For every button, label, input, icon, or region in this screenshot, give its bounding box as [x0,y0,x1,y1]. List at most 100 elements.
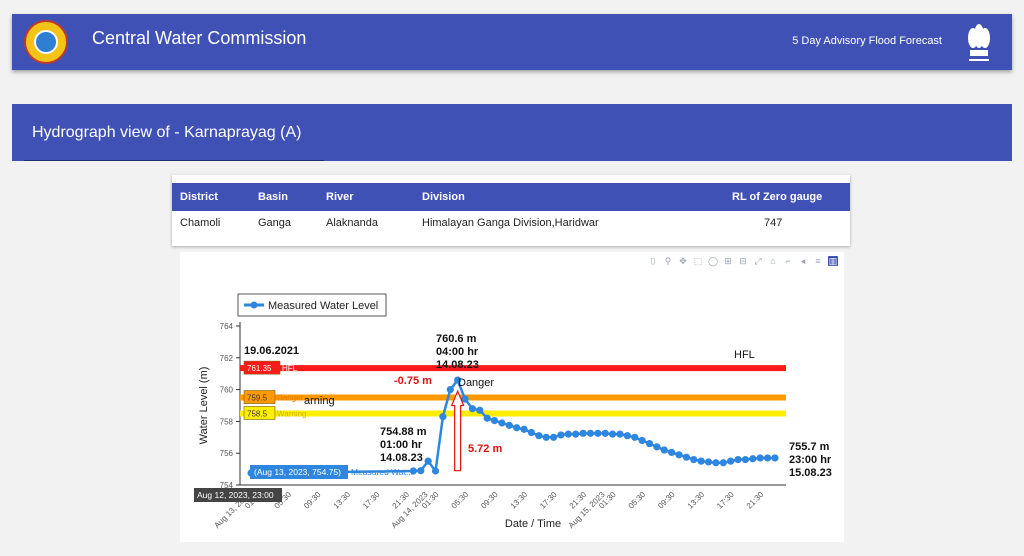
data-point [586,429,595,437]
data-point [675,451,683,459]
x-tick-label: 05:30 [450,490,471,511]
data-point [712,459,720,467]
hfl-value-box [243,360,281,375]
hover-trace-text: Measured Wat... [351,467,413,477]
data-point [483,414,491,422]
warning-value-box [243,406,276,420]
low-annotation-line: 01:00 hr [380,439,423,451]
last-annotation-line: 23:00 hr [789,454,832,466]
box-select-icon[interactable]: ⬚ [693,256,703,266]
x-tick-label: 09:30 [302,490,323,511]
low-annotation-line: 754.88 m [380,426,427,438]
data-point [756,454,764,462]
hfl-text: HFL [734,349,755,361]
series-line [251,377,775,475]
hover-point-box [250,465,348,479]
low-annotation-line: 14.08.23 [380,452,423,464]
legend-label: Measured Water Level [268,300,378,312]
lasso-icon[interactable]: ◯ [708,256,719,266]
top-navbar: Central Water Commission 5 Day Advisory … [12,14,1012,70]
cell-river: Alaknanda [326,217,378,229]
y-tick-label: 758 [220,417,234,426]
plot-toolbar: ⌷ ⚲ ✥ ⬚ ◯ ⊞ ⊟ ⤢ ⌂ ⌐ ◂ ≡ ▥ [648,256,838,270]
national-emblem-icon [968,24,990,61]
hover-x-box [194,488,282,502]
y-tick-label: 760 [220,386,234,395]
autoscale-icon[interactable]: ⤢ [754,256,762,266]
data-point [690,455,698,464]
data-point [549,433,558,441]
hover-point-text: (Aug 13, 2023, 754.75) [254,467,341,477]
y-axis-title: Water Level (m) [198,367,210,445]
hydrograph-chart[interactable]: 754 756 758 760 762 764 Water Level (m) Date / … [180,252,844,542]
zoom-icon[interactable]: ⚲ [664,256,672,266]
header-river: River [326,191,354,203]
hover-compare-icon[interactable]: ≡ [815,256,821,266]
data-point [417,467,425,475]
data-point [557,431,565,439]
data-point [564,430,572,438]
peak-annotation-line: 14.08.23 [436,359,479,371]
y-tick-label: 762 [220,354,234,363]
last-annotation-line: 755.7 m [789,441,830,453]
data-point [631,433,639,441]
data-point [601,429,609,437]
plotly-logo-icon[interactable]: ▥ [828,256,838,266]
cwc-logo-icon [24,20,68,64]
data-point [527,428,536,437]
data-point [498,419,506,427]
x-tick-label: 13:30 [686,490,707,511]
spike-icon[interactable]: ⌐ [785,256,791,266]
data-point [697,457,705,465]
data-point [490,417,499,425]
pan-icon[interactable]: ✥ [679,256,687,266]
data-point [727,457,735,465]
data-point [520,425,528,433]
data-point [542,433,550,441]
zoom-out-icon[interactable]: ⊟ [739,256,747,266]
header-rl-zero-gauge: RL of Zero gauge [732,191,823,203]
hover-x-text: Aug 12, 2023, 23:00 [197,490,274,500]
data-point [668,448,676,457]
data-point [476,406,484,414]
data-point [623,432,631,440]
table-header: District Basin River Division RL of Zero… [172,183,850,211]
y-tick-label: 764 [220,322,234,331]
data-point [771,454,779,462]
zoom-in-icon[interactable]: ⊞ [724,256,732,266]
warning-text: arning [304,395,335,407]
data-point [468,405,477,413]
rise-label: 5.72 m [468,443,502,455]
station-info-table: District Basin River Division RL of Zero… [172,175,850,246]
header-district: District [180,191,218,203]
data-point [513,424,521,432]
data-point [653,443,661,451]
data-point [409,467,417,475]
last-annotation-line: 15.08.23 [789,467,832,479]
cell-rl-zero-gauge: 747 [764,217,783,229]
x-axis-title: Date / Time [505,518,561,530]
hfl-value-label: 761.35 [247,364,272,373]
data-point [424,457,432,465]
peak-annotation-line: 760.6 m [436,333,477,345]
data-point [749,455,757,463]
data-point [682,453,690,461]
rise-arrow-icon [450,389,465,472]
home-icon[interactable]: ⌂ [770,256,776,266]
data-point [763,454,772,462]
warning-name-label: Warning [277,409,307,418]
data-point [609,430,617,438]
advisory-link[interactable]: 5 Day Advisory Flood Forecast [792,35,942,47]
danger-name-label: Danger [277,394,304,403]
hover-closest-icon[interactable]: ◂ [800,256,806,266]
x-tick-label: 17:30 [715,490,736,511]
cell-district: Chamoli [180,217,221,229]
hfl-date-label: 19.06.2021 [244,345,299,357]
x-tick-label: 17:30 [538,490,559,511]
data-point [734,455,742,464]
camera-icon[interactable]: ⌷ [650,256,656,266]
y-tick-label: 754 [220,481,234,490]
legend-box [237,293,387,317]
data-point [579,429,587,437]
data-point [741,455,750,464]
